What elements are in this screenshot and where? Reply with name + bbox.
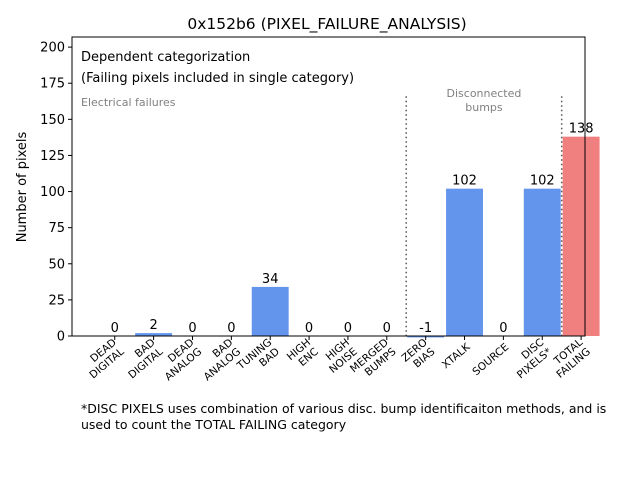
y-tick-label: 100 <box>40 185 65 200</box>
bar <box>562 136 600 336</box>
y-tick-label: 25 <box>48 293 65 308</box>
data-label: 2 <box>149 318 157 333</box>
bar <box>446 188 483 336</box>
y-tick-label: 200 <box>40 41 65 56</box>
data-label: -1 <box>419 321 432 336</box>
data-label: 0 <box>344 321 352 336</box>
data-label: 102 <box>530 174 555 189</box>
y-tick-label: 50 <box>48 257 65 272</box>
x-tick-label: SOURCE <box>470 341 511 378</box>
x-tick-label: ZEROBIAS <box>400 336 438 373</box>
y-axis-label: Number of pixels <box>15 131 30 242</box>
data-label: 34 <box>262 272 279 287</box>
y-tick-label: 75 <box>48 221 65 236</box>
y-tick-label: 150 <box>40 113 65 128</box>
data-label: 0 <box>499 321 507 336</box>
data-label: 102 <box>452 174 477 189</box>
y-tick-label: 0 <box>57 330 65 345</box>
data-label: 0 <box>188 321 196 336</box>
x-tick-label: DEADANALOG <box>155 337 204 384</box>
data-label: 0 <box>383 321 391 336</box>
bar <box>251 286 289 336</box>
y-tick-label: 125 <box>40 149 65 164</box>
annotation-electrical: Electrical failures <box>81 96 176 109</box>
data-label: 0 <box>111 321 119 336</box>
x-tick-label: TOTALFAILING <box>547 336 593 380</box>
x-tick-label: DISCPIXELS* <box>507 337 554 382</box>
y-tick-label: 175 <box>40 77 65 92</box>
x-tick-label: BADDIGITAL <box>119 336 166 381</box>
annotation-categorization: Dependent categorization <box>81 50 250 65</box>
annotation-disconnected-bumps: bumps <box>465 101 503 114</box>
footnote: *DISC PIXELS uses combination of various… <box>81 401 607 432</box>
data-label: 0 <box>227 321 235 336</box>
annotation-disconnected: Disconnected <box>447 87 522 100</box>
x-tick-label: HIGHENC <box>285 337 321 373</box>
bar <box>135 333 173 336</box>
x-tick-label: DEADDIGITAL <box>80 336 127 381</box>
annotation-categorization-note: (Failing pixels included in single categ… <box>81 71 354 86</box>
x-tick-label: XTALK <box>440 340 473 371</box>
chart-title: 0x152b6 (PIXEL_FAILURE_ANALYSIS) <box>187 15 466 34</box>
x-tick-label: TUNINGBAD <box>234 337 282 382</box>
data-label: 138 <box>569 122 594 137</box>
x-tick-label: MERGEDBUMPS <box>348 336 399 384</box>
data-label: 0 <box>305 321 313 336</box>
plot-frame <box>71 36 586 337</box>
x-tick-label: BADANALOG <box>194 337 243 384</box>
bar <box>523 188 561 336</box>
